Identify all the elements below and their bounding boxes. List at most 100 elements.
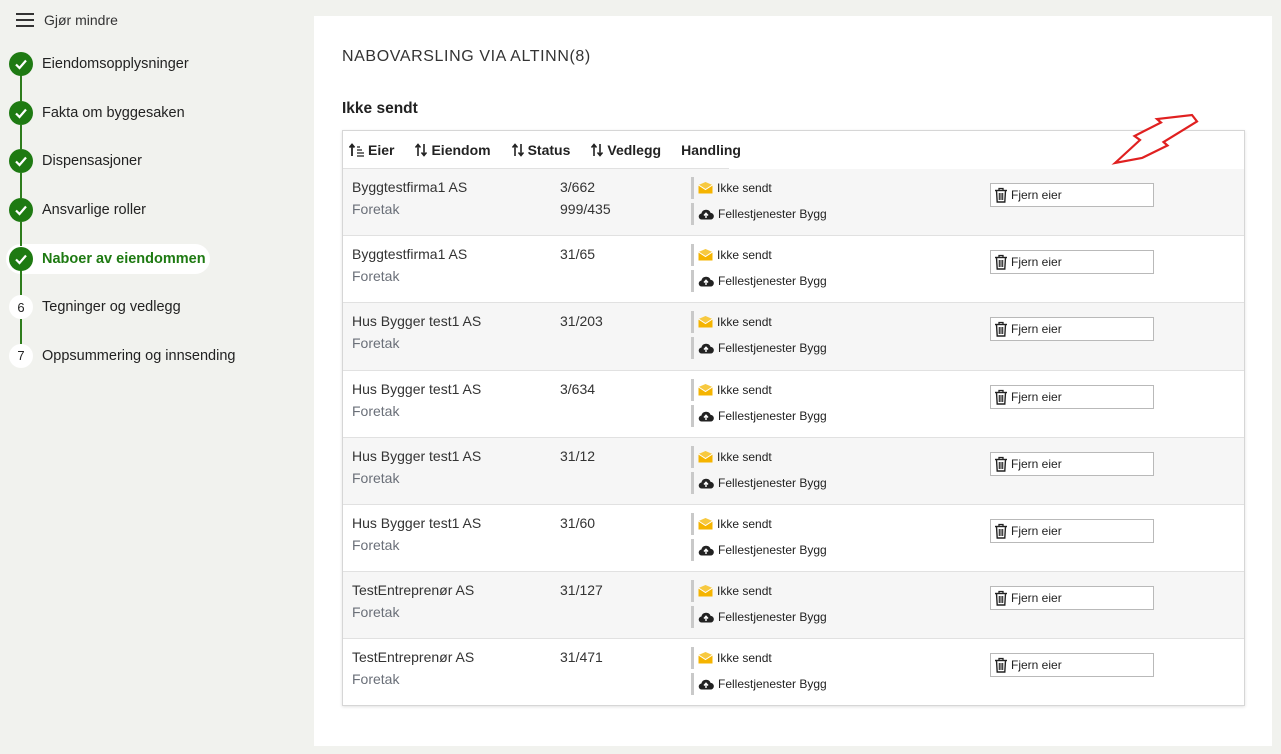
collapse-menu-button[interactable]: Gjør mindre [16,10,118,30]
channel-indicator: Fellestjenester Bygg [691,471,827,494]
step-list: Eiendomsopplysninger Fakta om byggesaken… [0,40,300,380]
remove-owner-label: Fjern eier [1011,322,1062,337]
step-oppsummering-og-innsending[interactable]: 7 Oppsummering og innsending [0,331,300,381]
step-dispensasjoner[interactable]: Dispensasjoner [0,137,300,188]
channel-text: Fellestjenester Bygg [718,677,827,692]
step-connector [20,88,22,101]
table-row: Hus Bygger test1 AS Foretak 31/12 Ikke s… [343,437,1244,505]
step-connector [20,124,22,139]
channel-text: Fellestjenester Bygg [718,610,827,625]
collapse-menu-label: Gjør mindre [44,12,118,28]
column-eiendom: Eiendom [431,141,491,158]
channel-indicator: Fellestjenester Bygg [691,538,827,561]
owner-name: Hus Bygger test1 AS [352,313,482,330]
remove-owner-button[interactable]: Fjern eier [990,586,1154,611]
check-icon [9,149,33,174]
column-status: Status [527,141,571,158]
property-id: 999/435 [560,201,611,217]
remove-owner-button[interactable]: Fjern eier [990,451,1154,476]
step-connector [20,173,22,188]
owner-type: Foretak [352,469,400,486]
trash-icon [995,389,1007,405]
envelope-icon [698,517,713,530]
property-id: 3/634 [560,380,596,397]
owner-type: Foretak [352,335,400,352]
trash-icon [995,456,1007,472]
envelope-icon [698,585,713,597]
status-text: Ikke sendt [717,382,772,397]
sidebar: Gjør mindre Eiendomsopplysninger Fakta o… [0,0,300,754]
step-connector [20,318,22,333]
step-number: 7 [9,343,33,368]
channel-indicator: Fellestjenester Bygg [691,673,827,696]
step-label: Naboer av eiendommen [42,250,206,267]
table-row: Hus Bygger test1 AS Foretak 31/203 Ikke … [343,303,1244,371]
channel-text: Fellestjenester Bygg [718,341,827,356]
step-connector [20,185,22,198]
status-text: Ikke sendt [717,584,772,599]
check-icon [9,246,33,271]
remove-owner-button[interactable]: Fjern eier [990,653,1154,678]
step-ansvarlige-roller[interactable]: Ansvarlige roller [0,185,300,236]
cloud-upload-icon [698,680,714,690]
cloud-upload-icon [698,209,714,220]
table-row: TestEntreprenør AS Foretak 31/127 Ikke s… [343,572,1244,640]
owner-name: Hus Bygger test1 AS [352,380,482,397]
property-id: 31/60 [560,514,596,531]
step-label: Eiendomsopplysninger [42,56,189,73]
remove-owner-button[interactable]: Fjern eier [990,317,1154,342]
main-content: NABOVARSLING VIA ALTINN(8) Ikke sendt Ei… [314,16,1272,746]
status-text: Ikke sendt [717,516,772,531]
envelope-icon [698,249,713,261]
cloud-upload-icon [698,344,714,354]
sort-vedlegg-button[interactable]: Vedlegg [590,142,675,158]
property-id: 3/662 [560,179,596,195]
remove-owner-button[interactable]: Fjern eier [990,384,1154,409]
remove-owner-button[interactable]: Fjern eier [990,518,1154,543]
envelope-icon [698,182,713,194]
status-indicator: Ikke sendt [691,445,772,468]
step-eiendomsopplysninger[interactable]: Eiendomsopplysninger [0,40,300,92]
owner-type: Foretak [352,604,400,621]
status-indicator: Ikke sendt [691,580,772,603]
remove-owner-button[interactable]: Fjern eier [990,250,1154,275]
property-id: 31/203 [560,313,603,330]
step-connector [20,282,22,295]
step-label: Dispensasjoner [42,153,142,170]
channel-indicator: Fellestjenester Bygg [691,606,827,629]
status-indicator: Ikke sendt [691,647,772,670]
property-id: 31/127 [560,582,603,599]
remove-owner-button[interactable]: Fjern eier [990,183,1154,207]
step-fakta-om-byggesaken[interactable]: Fakta om byggesaken [0,88,300,139]
status-text: Ikke sendt [717,449,772,464]
owner-type: Foretak [352,268,400,285]
step-number: 6 [9,295,33,320]
channel-indicator: Fellestjenester Bygg [691,203,827,225]
status-indicator: Ikke sendt [691,311,772,334]
owner-type: Foretak [352,671,400,688]
sort-eier-button[interactable]: Eier [349,142,408,158]
channel-indicator: Fellestjenester Bygg [691,404,827,427]
table-row: Hus Bygger test1 AS Foretak 3/634 Ikke s… [343,371,1244,438]
hamburger-icon [16,13,34,27]
status-indicator: Ikke sendt [691,512,772,535]
active-step-highlight [6,243,210,274]
step-connector [20,72,22,92]
sort-status-button[interactable]: Status [511,142,585,158]
sort-icon [415,142,428,157]
trash-icon [995,590,1007,606]
owner-type: Foretak [352,536,400,553]
column-handling: Handling [681,141,741,158]
step-naboer-av-eiendommen[interactable]: Naboer av eiendommen [0,234,300,285]
column-vedlegg: Vedlegg [607,141,662,158]
property-id: 31/471 [560,649,603,666]
remove-owner-label: Fjern eier [1011,658,1062,673]
channel-text: Fellestjenester Bygg [718,542,827,557]
sort-eiendom-button[interactable]: Eiendom [414,142,504,158]
sort-icon [511,142,524,157]
step-tegninger-og-vedlegg[interactable]: 6 Tegninger og vedlegg [0,282,300,333]
column-handling-header: Handling [681,142,755,158]
channel-text: Fellestjenester Bygg [718,207,827,221]
step-label: Oppsummering og innsending [42,347,236,364]
status-text: Ikke sendt [717,248,772,263]
